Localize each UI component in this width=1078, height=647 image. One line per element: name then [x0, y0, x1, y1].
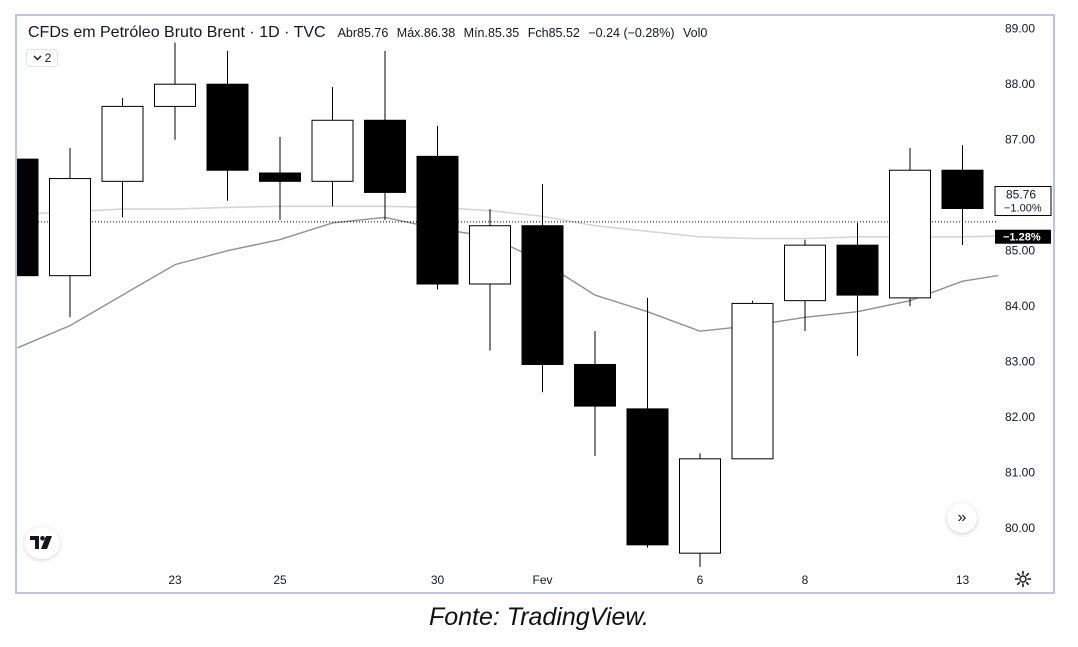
ohlc-readout: Abr85.76 Máx.86.38 Mín.85.35 Fch85.52 −0…: [338, 26, 713, 40]
chevron-down-icon: [33, 55, 42, 61]
x-axis-tick-label: 23: [168, 573, 182, 587]
candle-bearish: [626, 408, 669, 546]
ohlc-high: Máx.86.38: [396, 26, 456, 40]
x-axis-tick-label: Fev: [532, 573, 552, 587]
candle-bullish: [731, 302, 774, 460]
gear-icon: [1014, 570, 1032, 588]
indicators-toggle-button[interactable]: 2: [26, 49, 58, 67]
last-price-label-box: [994, 186, 1052, 217]
candle-bearish: [836, 244, 879, 296]
candle-bullish: [49, 178, 91, 277]
y-axis-tick-label: 81.00: [1005, 466, 1035, 480]
tradingview-logo-icon: [30, 536, 52, 549]
candle-bullish: [469, 225, 511, 285]
candle-bearish: [521, 225, 564, 365]
candle-bearish: [259, 172, 301, 182]
scroll-to-realtime-button[interactable]: »: [947, 503, 977, 533]
y-axis-tick-label: 83.00: [1005, 355, 1035, 369]
y-axis-tick-label: 84.00: [1005, 299, 1035, 313]
ohlc-open: Abr85.76: [337, 26, 389, 40]
candle-bearish: [364, 119, 406, 193]
prev-change-label-box: [995, 229, 1051, 244]
candle-bearish: [206, 83, 249, 171]
source-caption: Fonte: TradingView.: [428, 603, 650, 631]
ohlc-volume: Vol0: [683, 26, 708, 40]
prev-change-label: −1.28%: [1003, 232, 1041, 244]
candle-bearish: [941, 169, 984, 210]
candlestick-chart[interactable]: 89.0088.0087.0086.0085.0084.0083.0082.00…: [17, 16, 1053, 592]
y-axis-tick-label: 85.00: [1005, 244, 1035, 258]
candle-bearish: [574, 363, 616, 407]
candle-bullish: [311, 119, 354, 182]
y-axis-tick-label: 80.00: [1005, 521, 1035, 535]
y-axis-tick-label: 87.00: [1005, 133, 1035, 147]
chart-title: CFDs em Petróleo Bruto Brent · 1D · TVC: [28, 24, 326, 41]
plot-area[interactable]: [17, 42, 1015, 568]
moving-average-fast-line: [17, 216, 998, 349]
candle-bullish: [154, 83, 196, 107]
moving-average-slow-line: [17, 205, 998, 240]
candle-bullish: [679, 458, 721, 554]
y-axis-tick-label: 82.00: [1005, 410, 1035, 424]
candle-bullish: [784, 244, 826, 302]
double-chevron-right-icon: »: [957, 509, 967, 526]
chart-frame[interactable]: 89.0088.0087.0086.0085.0084.0083.0082.00…: [15, 14, 1055, 594]
ohlc-close: Fch85.52: [527, 26, 580, 40]
candle-bearish: [416, 155, 459, 285]
x-axis-tick-label: 8: [802, 573, 809, 587]
indicators-count: 2: [44, 51, 52, 65]
y-axis-tick-label: 88.00: [1005, 77, 1035, 91]
x-axis-tick-label: 30: [431, 573, 445, 587]
x-axis-tick-label: 25: [273, 573, 287, 587]
last-change-label: −1.00%: [1004, 203, 1042, 215]
y-axis-tick-label: 89.00: [1005, 22, 1035, 36]
last-price-label: 85.76: [1006, 188, 1036, 202]
candle-bullish: [889, 169, 931, 299]
chart-header: CFDs em Petróleo Bruto Brent · 1D · TVC …: [28, 24, 712, 42]
x-axis-tick-label: 13: [956, 573, 970, 587]
tradingview-logo[interactable]: [24, 527, 60, 559]
candle-bullish: [101, 105, 144, 182]
candle-bearish: [17, 158, 39, 277]
x-axis-tick-label: 6: [697, 573, 704, 587]
chart-settings-button[interactable]: [1012, 568, 1034, 590]
ohlc-low: Mín.85.35: [463, 26, 520, 40]
ohlc-change: −0.24 (−0.28%): [588, 26, 675, 40]
